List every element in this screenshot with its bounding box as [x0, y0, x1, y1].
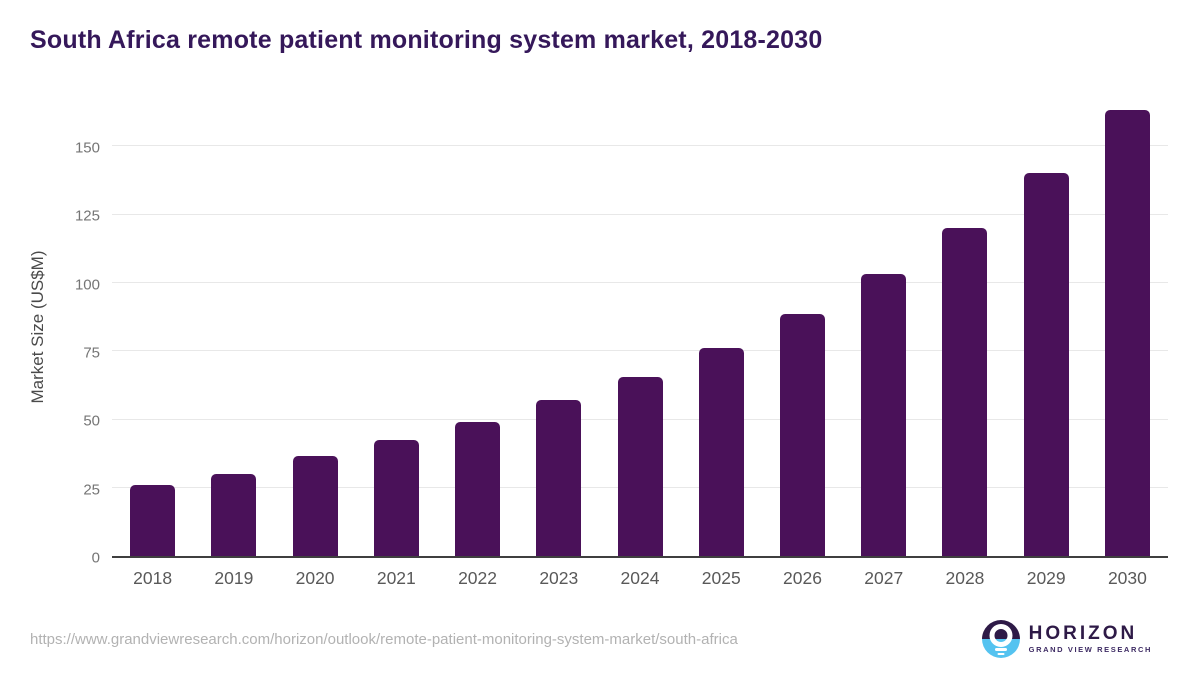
x-tick-label-2023: 2023	[539, 568, 579, 588]
bar-slot-2019	[193, 96, 274, 556]
horizon-logo: HORIZON GRAND VIEW RESEARCH	[981, 620, 1152, 658]
source-url: https://www.grandviewresearch.com/horizo…	[30, 630, 738, 648]
chart-title: South Africa remote patient monitoring s…	[30, 26, 823, 54]
y-tick-label-100: 100	[74, 276, 100, 294]
bar-2019	[211, 474, 257, 556]
gridline-125	[112, 213, 1168, 215]
bar-slot-2030	[1087, 96, 1168, 556]
sun-ring-icon	[989, 624, 1013, 647]
x-tick-label-2028: 2028	[945, 568, 985, 588]
bar-2028	[942, 227, 988, 556]
logo-text: HORIZON GRAND VIEW RESEARCH	[1028, 622, 1152, 655]
x-tick-label-2020: 2020	[295, 568, 335, 588]
bar-slot-2023	[518, 96, 599, 556]
logo-name: HORIZON	[1028, 622, 1138, 644]
bar-2022	[455, 422, 501, 556]
y-tick-label-0: 0	[91, 549, 100, 567]
gridline-150	[112, 145, 1168, 147]
bar-slot-2027	[843, 96, 924, 556]
x-axis-tick-labels: 2018 2019 2020 2021 2022 2023 2024 2025 2026 2027…	[112, 568, 1168, 589]
x-tick-label-2027: 2027	[864, 568, 904, 588]
bar-series	[112, 96, 1168, 556]
y-axis-tick-labels: 0 25 50 75 100 125 150	[0, 96, 100, 565]
x-tick-label-2025: 2025	[701, 568, 741, 588]
y-tick-label-75: 75	[83, 344, 100, 362]
bar-2029	[1023, 173, 1069, 556]
plot-area	[112, 96, 1168, 558]
bar-2018	[130, 484, 176, 556]
bar-2025	[698, 348, 744, 556]
bar-2021	[373, 439, 419, 556]
bar-slot-2028	[924, 96, 1005, 556]
bar-2030	[1104, 110, 1150, 556]
horizon-logo-icon	[981, 620, 1020, 658]
x-tick-label-2022: 2022	[458, 568, 498, 588]
reflection-line-icon	[997, 653, 1005, 655]
bar-slot-2022	[437, 96, 518, 556]
x-tick-label-2019: 2019	[214, 568, 254, 588]
logo-subtitle: GRAND VIEW RESEARCH	[1028, 645, 1152, 655]
x-tick-label-2021: 2021	[376, 568, 416, 588]
bar-2026	[779, 314, 825, 556]
reflection-line-icon	[994, 648, 1007, 651]
bar-slot-2025	[681, 96, 762, 556]
bar-2020	[292, 456, 338, 556]
bar-2027	[861, 274, 907, 556]
bar-slot-2029	[1006, 96, 1087, 556]
x-tick-label-2030: 2030	[1107, 568, 1147, 588]
bar-slot-2024	[599, 96, 680, 556]
x-tick-label-2024: 2024	[620, 568, 660, 588]
bar-slot-2020	[274, 96, 355, 556]
gridline-75	[112, 350, 1168, 352]
footer: https://www.grandviewresearch.com/horizo…	[0, 616, 1200, 662]
y-tick-label-125: 125	[74, 207, 100, 225]
x-tick-label-2026: 2026	[783, 568, 822, 588]
bar-slot-2021	[356, 96, 437, 556]
y-tick-label-50: 50	[83, 412, 100, 430]
bar-2024	[617, 376, 663, 556]
y-tick-label-150: 150	[74, 139, 100, 157]
bar-2023	[536, 400, 582, 556]
bar-slot-2018	[112, 96, 193, 556]
x-tick-label-2018: 2018	[133, 568, 173, 588]
x-tick-label-2029: 2029	[1026, 568, 1066, 588]
bar-slot-2026	[762, 96, 843, 556]
y-tick-label-25: 25	[83, 481, 100, 499]
gridline-100	[112, 282, 1168, 284]
